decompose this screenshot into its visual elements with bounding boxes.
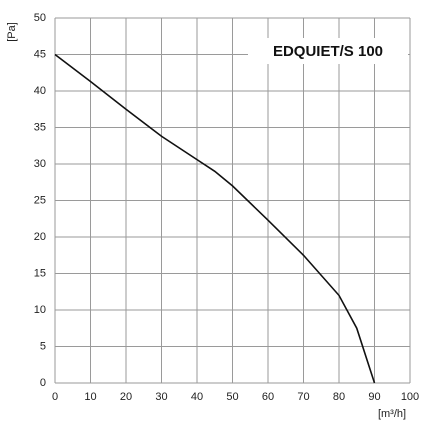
x-tick-label: 20 <box>120 391 132 403</box>
x-tick-label: 70 <box>297 391 309 403</box>
y-tick-label: 15 <box>34 267 46 279</box>
x-tick-label: 100 <box>401 391 419 403</box>
x-tick-label: 60 <box>262 391 274 403</box>
y-axis-label: [Pa] <box>6 22 18 42</box>
grid <box>54 17 411 384</box>
x-tick-label: 40 <box>191 391 203 403</box>
y-tick-label: 20 <box>34 231 46 243</box>
x-tick-label: 90 <box>368 391 380 403</box>
y-tick-label: 10 <box>34 304 46 316</box>
y-tick-label: 35 <box>34 121 46 133</box>
x-tick-label: 80 <box>333 391 345 403</box>
y-tick-label: 40 <box>34 85 46 97</box>
x-tick-label: 10 <box>84 391 96 403</box>
x-axis-label: [m³/h] <box>378 408 406 420</box>
y-tick-label: 45 <box>34 48 46 60</box>
line-series <box>54 53 376 384</box>
x-tick-label: 50 <box>226 391 238 403</box>
x-tick-label: 0 <box>52 391 58 403</box>
y-tick-label: 30 <box>34 158 46 170</box>
y-tick-label: 5 <box>40 340 46 352</box>
chart-title: EDQUIET/S 100 <box>273 43 383 60</box>
y-tick-label: 0 <box>40 377 46 389</box>
y-tick-label: 25 <box>34 194 46 206</box>
y-tick-label: 50 <box>34 12 46 24</box>
x-tick-label: 30 <box>155 391 167 403</box>
title-background <box>248 38 408 64</box>
